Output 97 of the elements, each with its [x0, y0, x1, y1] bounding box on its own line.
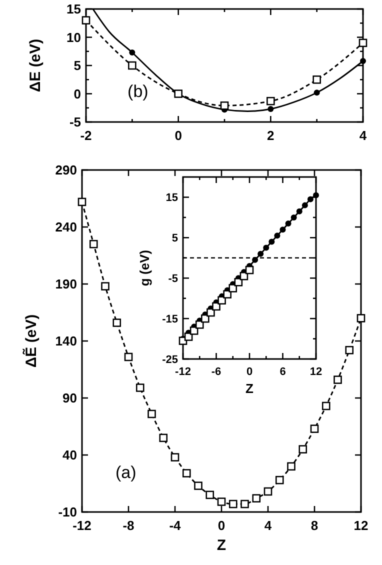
point: [290, 214, 297, 220]
x-tick-label: 6: [280, 366, 286, 378]
point: [312, 75, 321, 84]
point: [302, 202, 308, 208]
point: [129, 50, 136, 56]
y-tick-label: 15: [166, 192, 178, 204]
y-tick-label: 140: [55, 334, 77, 349]
point: [298, 445, 308, 454]
point: [206, 490, 214, 500]
x-tick-label: -12: [72, 518, 92, 533]
point: [313, 192, 319, 198]
point: [252, 256, 258, 263]
point: [195, 320, 204, 329]
y-axis-title: ΔẼ (eV): [22, 314, 40, 368]
point: [190, 326, 198, 335]
x-tick-label: 12: [310, 366, 322, 378]
point: [206, 308, 215, 317]
x-tick-label: -4: [169, 518, 182, 533]
point: [264, 487, 272, 496]
point: [280, 226, 286, 233]
point: [258, 250, 264, 257]
y-tick-label: 10: [66, 30, 81, 45]
point: [217, 498, 226, 506]
point: [275, 476, 284, 484]
y-tick-label: 290: [55, 162, 77, 178]
x-axis-title: Z: [216, 537, 226, 554]
point: [268, 238, 275, 245]
y-axis-title: g (eV): [137, 250, 152, 286]
point: [159, 434, 168, 442]
y-tick-label: 190: [55, 276, 77, 292]
y-tick-label: 240: [55, 220, 77, 235]
point: [201, 314, 210, 323]
point: [112, 318, 122, 327]
point: [268, 106, 274, 112]
x-tick-label: -6: [211, 366, 222, 378]
y-tick-label: 15: [66, 2, 81, 17]
point: [182, 469, 191, 478]
x-tick-label: 8: [310, 518, 318, 533]
y-tick-label: -5: [168, 272, 178, 285]
y-tick-label: 0: [74, 86, 81, 102]
point: [128, 61, 136, 70]
point: [223, 290, 232, 298]
point: [252, 494, 261, 502]
y-tick-label: -25: [162, 354, 178, 366]
point: [124, 352, 133, 362]
x-tick-label: 0: [246, 366, 253, 378]
y-tick-label: 5: [172, 232, 178, 245]
point: [212, 302, 220, 311]
y-tick-label: -15: [162, 313, 178, 326]
x-axis-title: Z: [246, 381, 254, 396]
point: [240, 500, 249, 508]
y-tick-label: 90: [62, 390, 77, 406]
x-tick-label: -2: [80, 128, 92, 143]
point: [228, 284, 238, 292]
point: [356, 314, 366, 322]
point: [334, 376, 342, 384]
point: [345, 346, 354, 354]
point: [218, 296, 226, 305]
point: [274, 232, 280, 239]
y-tick-label: 40: [62, 448, 77, 463]
y-axis-title: ΔE (eV): [27, 38, 44, 92]
point: [360, 58, 366, 64]
x-tick-label: 0: [218, 518, 226, 533]
point: [263, 244, 270, 251]
point: [245, 266, 254, 274]
point: [101, 282, 110, 290]
point: [285, 220, 292, 227]
point: [322, 402, 330, 410]
y-tick-label: -10: [58, 504, 77, 520]
y-tick-label: 5: [74, 58, 81, 74]
point: [228, 500, 238, 508]
point: [136, 384, 144, 392]
point: [148, 410, 156, 418]
point: [220, 101, 229, 110]
point: [307, 196, 314, 202]
point: [358, 38, 368, 48]
point: [82, 16, 90, 24]
point: [184, 332, 193, 341]
point: [314, 90, 320, 96]
point: [310, 424, 319, 433]
point: [89, 240, 98, 248]
x-tick-label: 2: [267, 128, 274, 143]
point: [296, 208, 302, 214]
x-tick-label: 4: [359, 128, 368, 143]
x-tick-label: 12: [354, 518, 368, 533]
annotation: (b): [128, 82, 148, 102]
point: [287, 462, 296, 471]
x-tick-label: 4: [264, 518, 272, 533]
annotation: (a): [115, 462, 136, 482]
point: [78, 198, 86, 206]
x-tick-label: -8: [122, 518, 134, 533]
y-tick-label: -5: [69, 114, 81, 130]
x-tick-label: -12: [175, 366, 191, 378]
point: [170, 453, 180, 462]
point: [194, 482, 202, 490]
point: [234, 278, 243, 286]
point: [266, 96, 275, 106]
